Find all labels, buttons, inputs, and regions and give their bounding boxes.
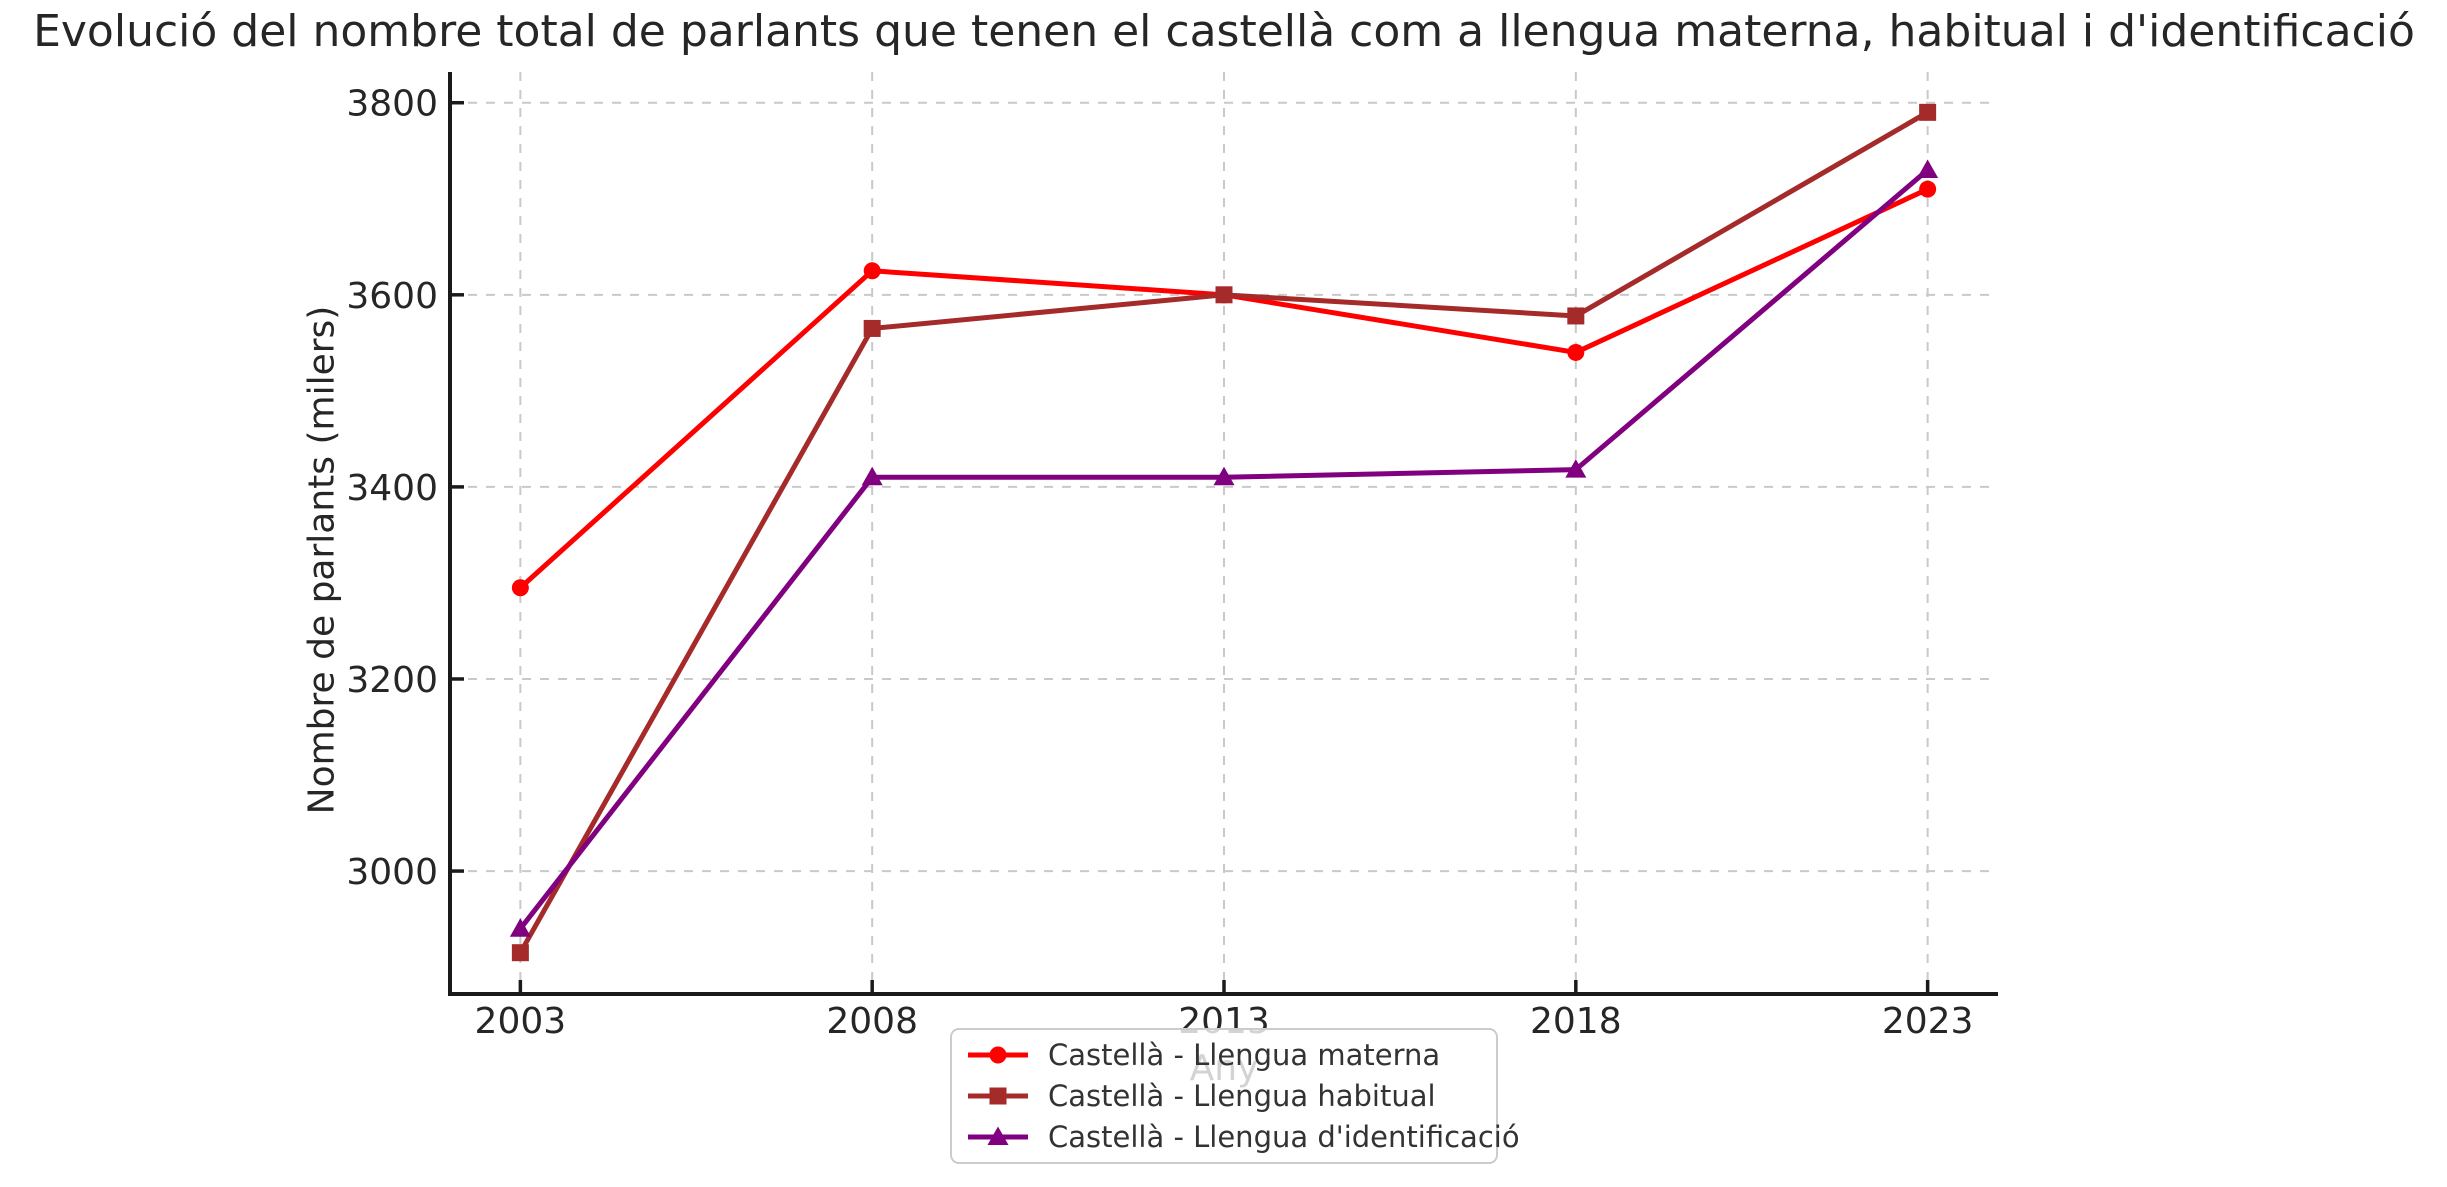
x-tick-label: 2008	[826, 1001, 918, 1042]
legend-sample-marker	[989, 1046, 1007, 1064]
data-point-marker	[1919, 103, 1937, 121]
legend: Castellà - Llengua materna Castellà - Ll…	[950, 1028, 1520, 1164]
data-point-marker	[1919, 180, 1937, 198]
y-tick-label: 3000	[346, 852, 438, 893]
series-2	[509, 159, 1939, 937]
series-layer	[509, 103, 1939, 962]
y-tick-label: 3200	[346, 660, 438, 701]
legend-sample-circle-icon	[968, 1046, 1028, 1064]
x-tick-label: 2023	[1882, 1001, 1974, 1042]
data-point-marker	[511, 944, 529, 962]
y-axis-label: Nombre de parlants (milers)	[301, 305, 343, 815]
data-point-marker	[1567, 307, 1585, 325]
y-tick-label: 3800	[346, 84, 438, 125]
legend-sample-triangle-icon	[968, 1126, 1028, 1145]
grid-layer	[450, 72, 1998, 994]
chart-title: Evolució del nombre total de parlants qu…	[33, 6, 2415, 57]
x-tick-label: 2003	[475, 1001, 567, 1042]
series-1	[511, 103, 1937, 962]
legend-label-materna: Castellà - Llengua materna	[1048, 1038, 1441, 1073]
legend-label-identificacio: Castellà - Llengua d'identificació	[1048, 1119, 1520, 1154]
legend-row-identificacio: Castellà - Llengua d'identificació	[966, 1120, 1520, 1154]
data-point-marker	[1567, 343, 1585, 361]
data-point-marker	[511, 579, 529, 597]
series-0	[511, 180, 1937, 597]
legend-label-habitual: Castellà - Llengua habitual	[1048, 1078, 1436, 1113]
data-point-marker	[1213, 466, 1235, 486]
legend-sample-square-icon	[968, 1087, 1028, 1105]
data-point-marker	[863, 319, 881, 337]
data-point-marker	[1917, 159, 1939, 178]
y-tick-label: 3400	[346, 468, 438, 509]
data-point-marker	[509, 918, 531, 937]
legend-row-materna: Castellà - Llengua materna	[966, 1038, 1486, 1072]
data-point-marker	[1565, 459, 1587, 478]
legend-sample-marker	[989, 1087, 1007, 1105]
data-point-marker	[861, 466, 883, 486]
y-tick-label: 3600	[346, 276, 438, 317]
legend-row-habitual: Castellà - Llengua habitual	[966, 1079, 1486, 1113]
data-point-marker	[863, 262, 881, 280]
data-point-marker	[1215, 286, 1233, 304]
x-tick-label: 2018	[1530, 1001, 1622, 1042]
legend-sample-marker	[987, 1126, 1009, 1145]
